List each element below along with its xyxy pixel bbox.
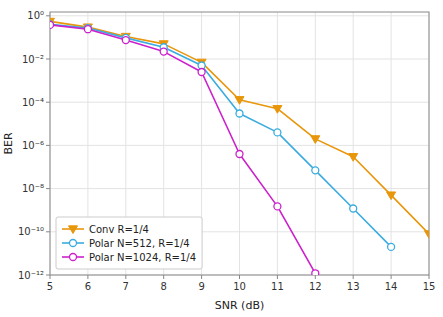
grid — [50, 12, 429, 275]
grid-line-x — [353, 12, 354, 275]
legend-item: Conv R=1/4 — [62, 224, 149, 235]
series — [50, 21, 319, 275]
series — [50, 18, 429, 238]
axes: 5 6 7 8 9 10 11 12 13 14 15 10⁻¹² 10⁻¹⁰ 10⁻⁸ 10⁻⁶ 10⁻⁴ 1… — [18, 10, 435, 292]
data — [50, 18, 429, 275]
point-marker — [236, 150, 243, 157]
x-tick — [163, 275, 164, 279]
grid-line-y — [50, 15, 429, 16]
point-marker — [312, 167, 319, 174]
y-tick-label: 10⁰ — [27, 10, 44, 21]
legend-marker — [70, 254, 77, 261]
point-marker — [274, 203, 281, 210]
x-tick — [277, 275, 278, 279]
point-marker — [273, 106, 282, 114]
legend-label: Conv R=1/4 — [89, 224, 149, 235]
x-tick-label: 13 — [347, 281, 360, 292]
y-tick — [46, 188, 50, 189]
grid-line-y — [50, 145, 429, 146]
point-marker — [349, 154, 358, 162]
point-marker — [198, 69, 205, 76]
x-tick — [87, 275, 88, 279]
point-marker — [312, 270, 319, 275]
x-tick — [315, 275, 316, 279]
y-tick — [46, 102, 50, 103]
y-tick-label: 10⁻² — [22, 54, 44, 65]
legend-item: Polar N=512, R=1/4 — [62, 238, 190, 249]
y-tick-label: 10⁻⁶ — [22, 140, 44, 151]
series-line — [50, 25, 315, 273]
grid-line-y — [50, 188, 429, 189]
x-tick — [391, 275, 392, 279]
point-marker — [50, 21, 54, 28]
y-tick — [46, 59, 50, 60]
point-marker — [122, 37, 129, 44]
x-tick-label: 12 — [309, 281, 322, 292]
x-tick-label: 9 — [198, 281, 204, 292]
x-tick-label: 5 — [47, 281, 53, 292]
x-tick — [429, 275, 430, 279]
chart: 5 6 7 8 9 10 11 12 13 14 15 10⁻¹² 10⁻¹⁰ 10⁻⁸ 10⁻⁶ 10⁻⁴ 1… — [0, 0, 443, 317]
point-marker — [50, 21, 54, 28]
legend-box — [56, 217, 202, 269]
point-marker — [387, 192, 396, 200]
x-tick-label: 15 — [423, 281, 436, 292]
point-marker — [274, 129, 281, 136]
plot-frame — [50, 12, 429, 275]
x-tick-label: 6 — [85, 281, 91, 292]
x-tick — [239, 275, 240, 279]
y-tick — [46, 231, 50, 232]
x-tick — [201, 275, 202, 279]
x-axis-label: SNR (dB) — [215, 299, 264, 312]
y-tick-label: 10⁻¹⁰ — [18, 226, 44, 237]
grid-line-x — [391, 12, 392, 275]
legend: Conv R=1/4 Polar N=512, R=1/4 Polar N=1024… — [56, 217, 202, 269]
y-tick-label: 10⁻¹² — [18, 270, 44, 281]
x-tick — [353, 275, 354, 279]
series-line — [50, 24, 391, 246]
y-tick — [46, 15, 50, 16]
y-tick-label: 10⁻⁴ — [22, 97, 44, 108]
x-tick-label: 7 — [123, 281, 129, 292]
point-marker — [236, 110, 243, 117]
y-tick — [46, 275, 50, 276]
point-marker — [388, 243, 395, 250]
x-tick-label: 10 — [233, 281, 246, 292]
point-marker — [311, 136, 320, 144]
legend-marker — [70, 240, 77, 247]
x-tick-label: 11 — [271, 281, 284, 292]
series — [50, 21, 395, 250]
y-tick — [46, 145, 50, 146]
y-tick-label: 10⁻⁸ — [22, 183, 44, 194]
grid-line-y — [50, 59, 429, 60]
y-axis-label: BER — [2, 132, 15, 154]
point-marker — [235, 97, 244, 105]
point-marker — [84, 26, 91, 33]
x-tick-label: 14 — [385, 281, 398, 292]
legend-label: Polar N=512, R=1/4 — [89, 238, 190, 249]
legend-marker — [69, 226, 78, 234]
grid-line-x — [239, 12, 240, 275]
legend-label: Polar N=1024, R=1/4 — [89, 252, 196, 263]
x-tick — [125, 275, 126, 279]
legend-item: Polar N=1024, R=1/4 — [62, 252, 196, 263]
x-tick-label: 8 — [161, 281, 167, 292]
grid-line-x — [277, 12, 278, 275]
point-marker — [425, 231, 430, 239]
x-tick — [50, 275, 51, 279]
point-marker — [160, 48, 167, 55]
point-marker — [350, 205, 357, 212]
series-line — [50, 21, 429, 233]
